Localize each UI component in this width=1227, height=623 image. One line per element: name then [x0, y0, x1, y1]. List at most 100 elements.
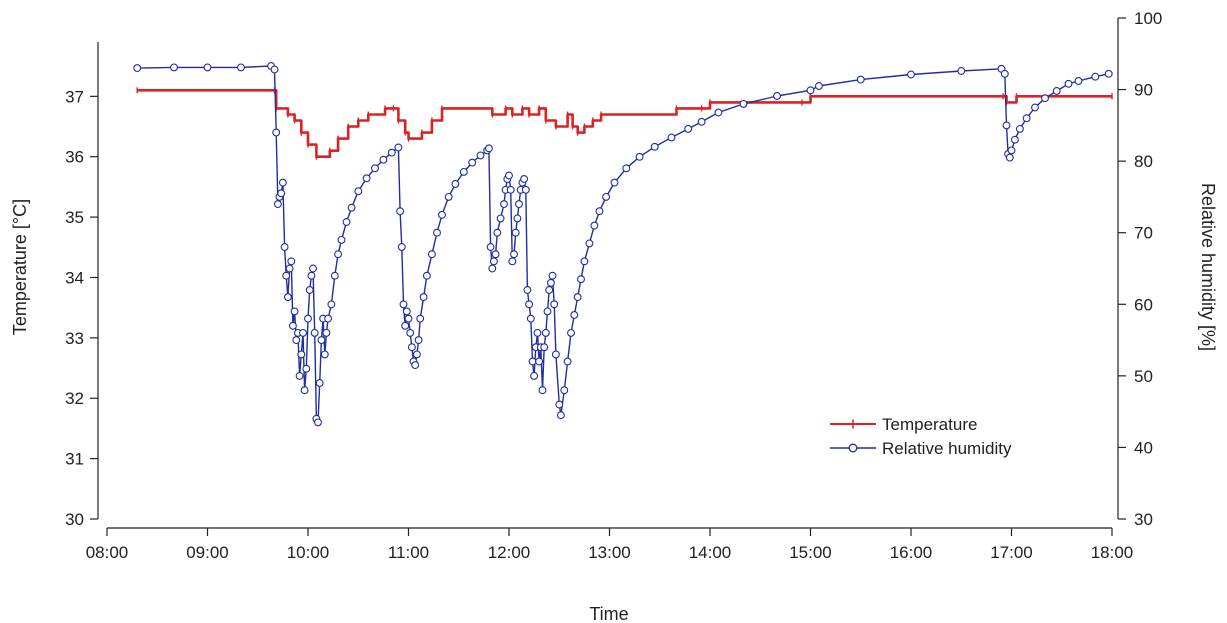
series-1-point-135: [773, 92, 781, 100]
series-1-point-52: [399, 300, 408, 309]
series-1-point-23: [300, 386, 309, 395]
series-1-point-155: [1091, 72, 1100, 81]
series-1-point-124: [595, 207, 604, 216]
series-1-point-95: [523, 286, 532, 294]
series-1-point-102: [535, 357, 544, 366]
series-1-point-28: [309, 264, 317, 273]
series-1-point-85: [506, 185, 515, 194]
series-1-point-56: [406, 328, 415, 337]
series-1-point-129: [650, 142, 659, 151]
series-1-point-68: [444, 192, 453, 201]
series-1-point-89: [513, 214, 522, 223]
series-1-point-75: [486, 243, 495, 251]
series-1-point-152: [1052, 87, 1061, 95]
y-right-tick-label-5: 80: [1134, 152, 1153, 171]
series-1-point-132: [697, 117, 706, 126]
legend-item-humidity: Relative humidity: [830, 439, 1012, 458]
series-1-point-71: [468, 158, 477, 167]
series-1-point-111: [550, 300, 559, 309]
series-1-point-66: [433, 228, 441, 237]
series-1-point-60: [412, 350, 421, 359]
series-1-point-146: [1007, 146, 1016, 155]
series-1-point-6: [272, 128, 281, 137]
y-left-tick-label-7: 37: [65, 87, 84, 106]
series-1-point-80: [496, 214, 505, 223]
series-1-point-25: [304, 314, 312, 323]
series-1-point-136: [806, 86, 815, 95]
series-1-point-50: [396, 207, 405, 216]
x-tick-label-7: 15:00: [789, 543, 832, 562]
y-left-tick-label-0: 30: [65, 510, 84, 529]
series-1-point-114: [556, 411, 565, 420]
x-tick-label-2: 10:00: [287, 543, 330, 562]
series-1-point-88: [511, 228, 520, 237]
series-1-point-29: [310, 328, 319, 337]
series-1-point-70: [459, 167, 468, 176]
series-line-0: [137, 89, 1112, 158]
x-tick-label-8: 16:00: [890, 543, 933, 562]
y-right-tick-label-4: 70: [1134, 224, 1153, 243]
series-1-point-9: [277, 189, 286, 198]
series-1-point-112: [551, 350, 560, 359]
series-1-point-38: [327, 300, 336, 309]
x-tick-label-0: 08:00: [86, 543, 129, 562]
series-1-point-115: [560, 386, 569, 395]
series-1-point-140: [957, 67, 966, 75]
series-1-point-10: [278, 178, 287, 187]
series-1-point-122: [585, 239, 594, 248]
series-1-point-11: [280, 243, 289, 251]
y-axis-left-title: Temperature [°C]: [10, 199, 30, 335]
series-1-point-156: [1104, 69, 1113, 78]
series-1-point-118: [570, 311, 579, 319]
series-1: [133, 62, 1113, 427]
series-1-point-65: [427, 250, 436, 259]
series-1-point-126: [610, 178, 619, 187]
series-1-point-94: [521, 185, 530, 194]
series-1-point-109: [546, 278, 555, 287]
series-1-point-133: [714, 108, 723, 117]
series-1-point-119: [573, 293, 582, 302]
series-1-point-142: [1000, 69, 1009, 78]
series-1-point-134: [739, 99, 748, 108]
series-1-point-76: [488, 264, 497, 273]
series-1-point-0: [133, 64, 142, 73]
series-1-point-61: [414, 336, 423, 345]
series-1-point-72: [476, 151, 485, 160]
series-1-point-62: [416, 314, 425, 323]
series-1-point-84: [505, 171, 513, 180]
series-1-point-148: [1015, 124, 1024, 133]
series-1-point-2: [203, 63, 212, 72]
y-right-tick-label-6: 90: [1134, 81, 1153, 100]
series-1-point-33: [317, 336, 326, 345]
series-1-point-53: [401, 321, 410, 330]
x-tick-label-10: 18:00: [1091, 543, 1134, 562]
series-1-point-49: [394, 143, 403, 152]
series-1-point-120: [577, 275, 585, 284]
series-1-point-79: [493, 228, 502, 237]
series-1-point-55: [404, 314, 413, 323]
series-1-point-116: [563, 357, 572, 366]
y-axis-right-title: Relative humidity [%]: [1198, 183, 1218, 351]
series-1-point-31: [314, 418, 322, 427]
series-1-point-67: [438, 210, 446, 219]
series-1-point-51: [397, 243, 406, 251]
series-1-point-5: [270, 65, 279, 74]
series-1-point-137: [814, 82, 823, 90]
series-layer: [133, 62, 1113, 427]
legend: Temperature Relative humidity: [830, 415, 1012, 458]
series-1-point-78: [491, 250, 500, 259]
series-1-point-145: [1005, 153, 1014, 162]
series-1-point-37: [324, 314, 333, 323]
series-1-point-7: [273, 200, 282, 209]
series-1-point-41: [337, 235, 346, 244]
series-1-point-154: [1074, 77, 1083, 85]
series-1-point-45: [362, 174, 371, 183]
series-1-point-108: [545, 286, 554, 294]
series-1-point-125: [602, 192, 611, 201]
x-tick-label-9: 17:00: [990, 543, 1033, 562]
series-1-point-77: [489, 257, 498, 266]
series-1-point-35: [320, 350, 329, 359]
series-1-point-107: [543, 307, 552, 316]
series-1-point-59: [411, 361, 420, 370]
series-1-point-22: [299, 328, 307, 337]
